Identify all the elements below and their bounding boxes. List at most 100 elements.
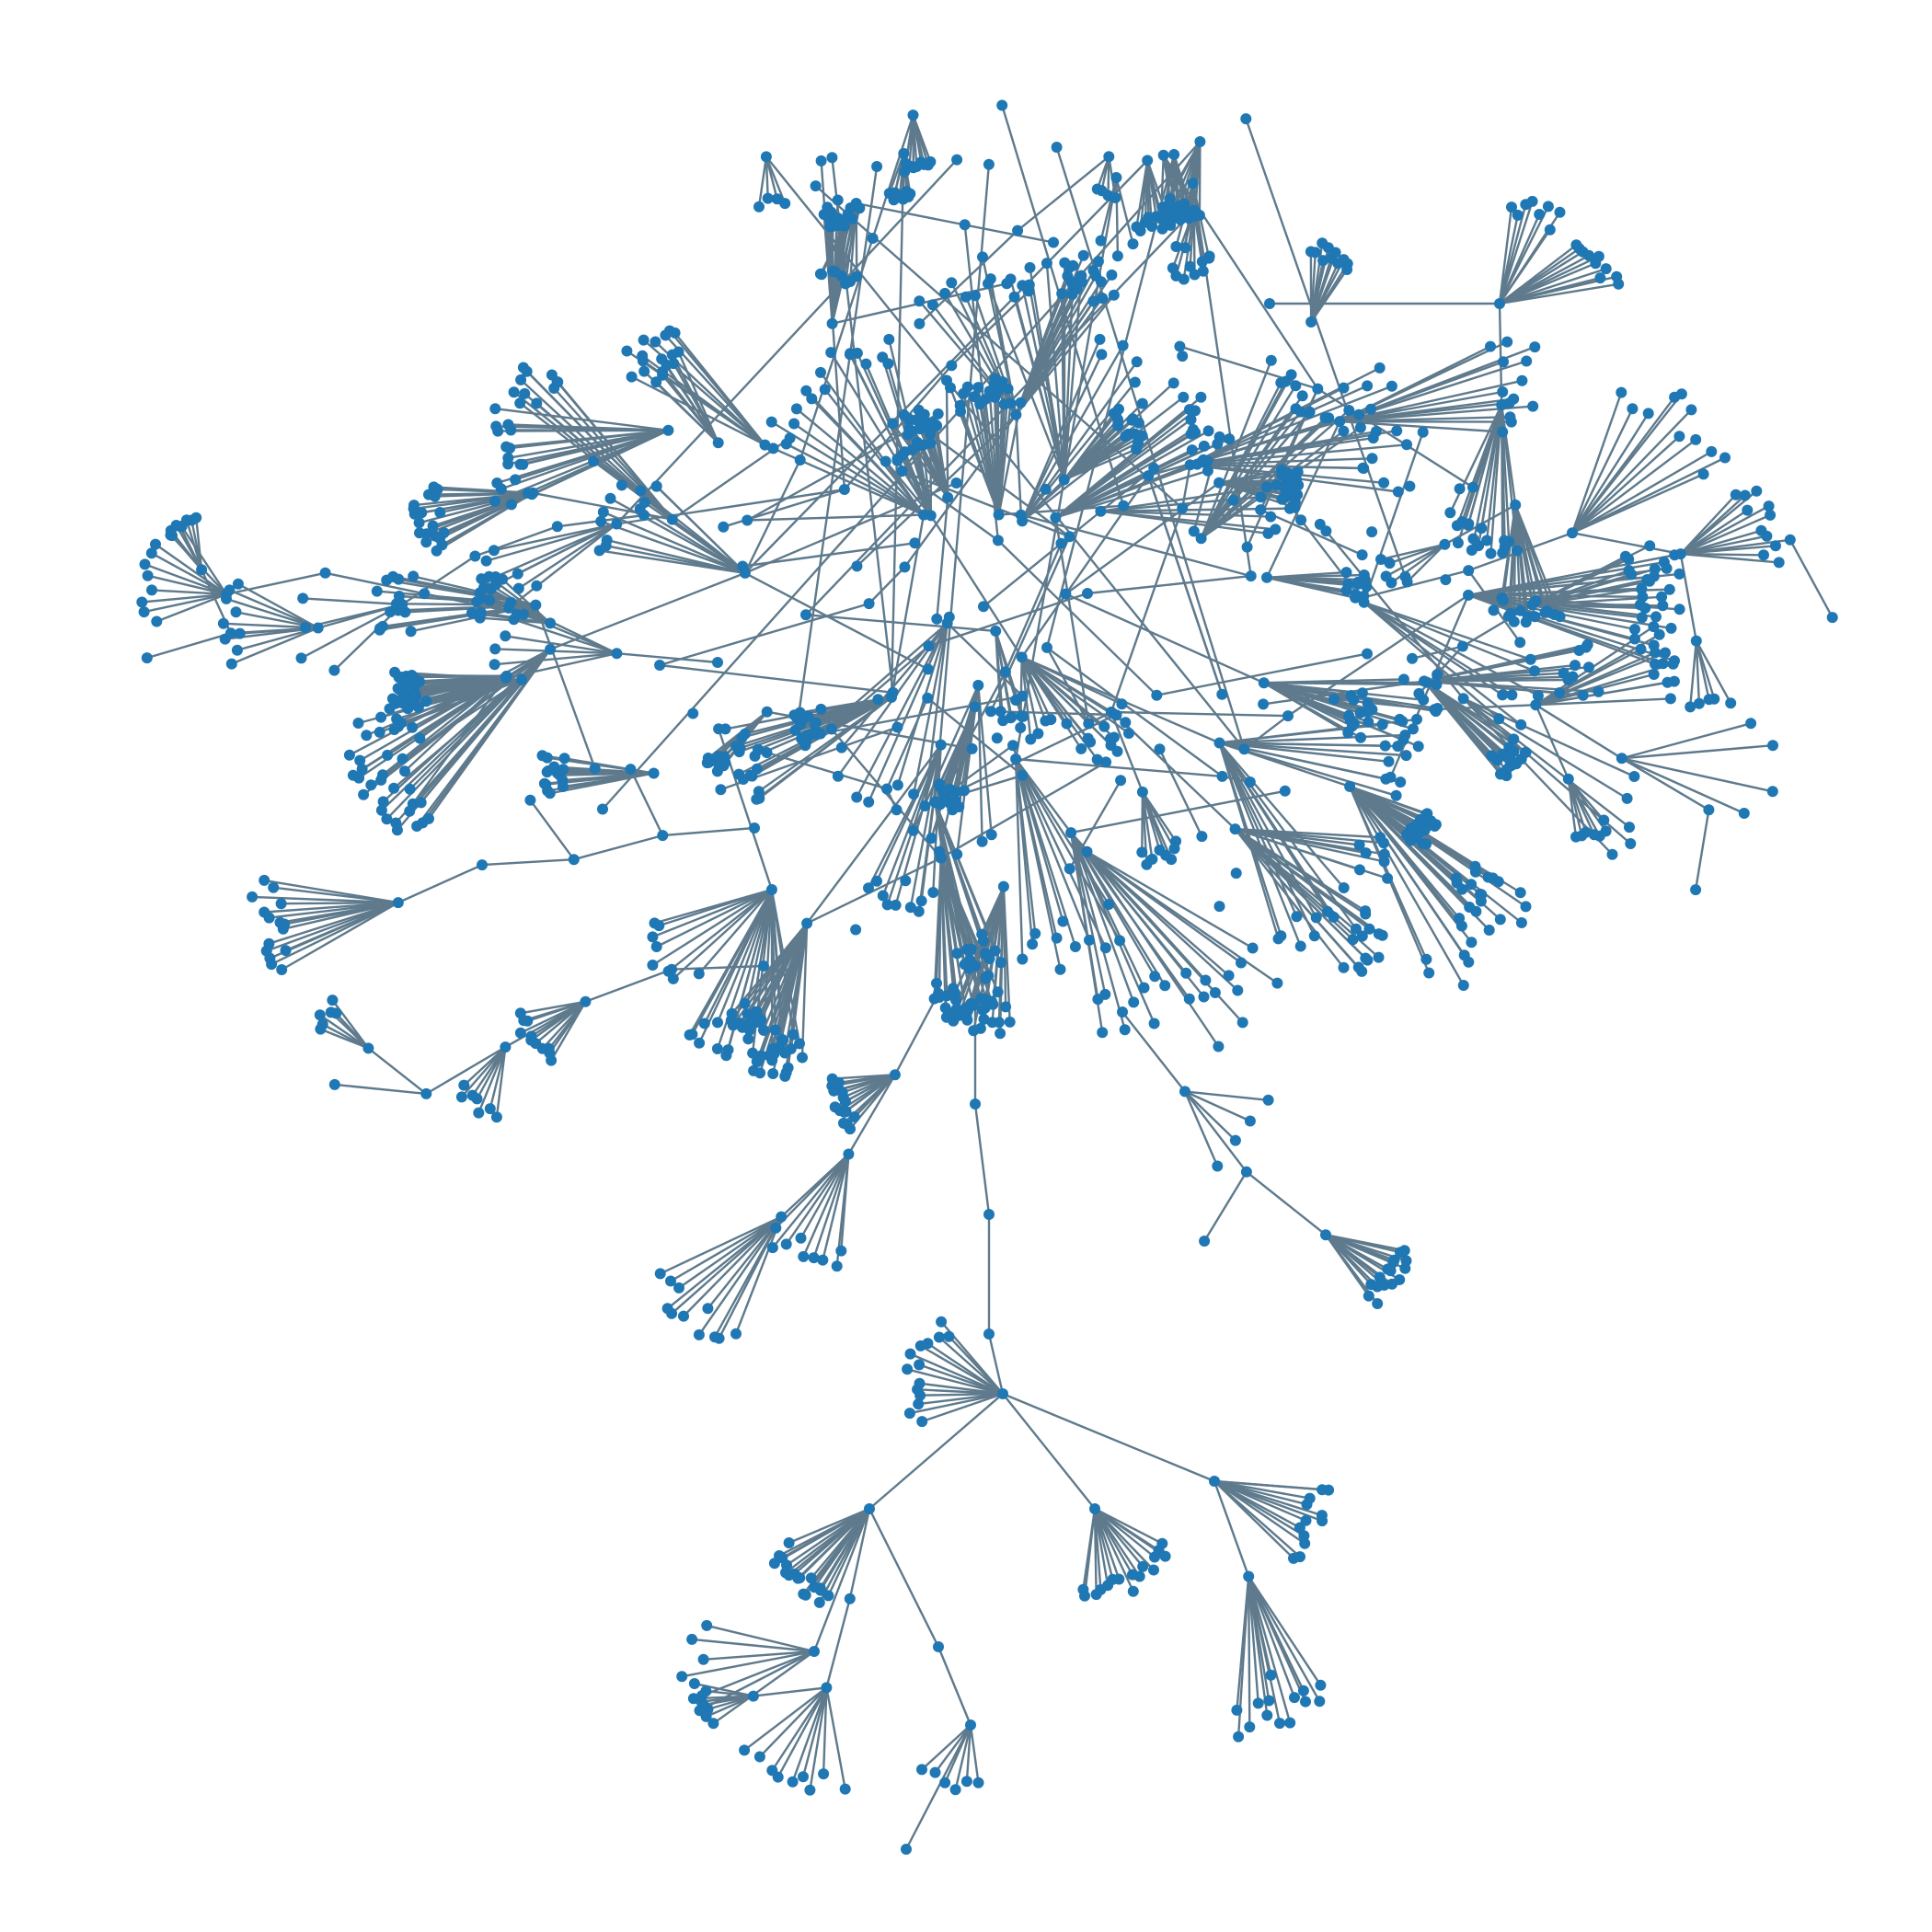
graph-node <box>1195 391 1207 403</box>
graph-node <box>694 1705 706 1717</box>
graph-edge <box>848 1508 871 1599</box>
graph-edge <box>1689 640 1697 707</box>
graph-edge <box>1213 1480 1305 1545</box>
graph-node <box>850 198 862 209</box>
graph-edge <box>1234 828 1380 936</box>
graph-node <box>758 1024 769 1036</box>
graph-node <box>224 584 236 596</box>
graph-node <box>1097 1027 1109 1039</box>
graph-edge <box>1190 457 1373 466</box>
graph-node <box>1244 776 1256 788</box>
graph-node <box>545 617 557 629</box>
graph-node <box>1265 1669 1277 1681</box>
graph-node <box>825 723 837 735</box>
graph-node <box>1761 530 1773 542</box>
graph-node <box>1057 915 1069 927</box>
graph-node <box>1372 1298 1384 1309</box>
graph-edge <box>1094 1508 1156 1558</box>
graph-node <box>930 797 941 809</box>
graph-edge <box>997 539 1158 696</box>
graph-node <box>904 902 916 914</box>
graph-node <box>1444 507 1456 519</box>
graph-node <box>968 1025 980 1037</box>
graph-node <box>1706 445 1718 457</box>
graph-node <box>1025 733 1037 745</box>
graph-edge <box>856 622 949 799</box>
graph-node <box>662 424 674 436</box>
graph-edge <box>832 1074 895 1080</box>
graph-edge <box>1064 448 1137 481</box>
graph-edge <box>1002 1392 1215 1483</box>
graph-edge <box>799 114 914 461</box>
graph-node <box>259 874 270 886</box>
graph-node <box>1751 485 1763 497</box>
graph-edge <box>934 1724 972 1774</box>
graph-edge <box>508 523 618 609</box>
graph-edge <box>934 424 949 498</box>
graph-node <box>688 1678 700 1689</box>
graph-node <box>1138 982 1150 994</box>
graph-edge <box>513 618 617 655</box>
graph-node <box>1464 902 1476 913</box>
graph-node <box>871 875 882 887</box>
graph-node <box>1288 1552 1299 1564</box>
graph-edge <box>506 429 669 448</box>
graph-node <box>687 707 699 719</box>
graph-edge <box>791 1686 828 1783</box>
graph-edge <box>237 582 319 629</box>
graph-node <box>1300 1696 1311 1708</box>
graph-node <box>766 1765 778 1777</box>
graph-node <box>510 474 522 486</box>
graph-node <box>1177 502 1189 514</box>
graph-node <box>637 350 649 362</box>
graph-node <box>1399 1262 1411 1274</box>
graph-edge <box>825 1687 846 1789</box>
graph-node <box>1703 694 1715 706</box>
graph-node <box>297 592 309 604</box>
graph-node <box>1657 600 1669 612</box>
graph-edge <box>1571 393 1683 534</box>
graph-node <box>712 657 723 668</box>
graph-node <box>1015 397 1027 408</box>
graph-node <box>1583 661 1594 673</box>
graph-node <box>1320 1229 1331 1241</box>
graph-node <box>1763 500 1775 512</box>
graph-edge <box>1309 252 1337 323</box>
graph-node <box>1649 563 1661 575</box>
graph-node <box>838 484 850 495</box>
graph-node <box>863 796 875 808</box>
graph-edge <box>1219 733 1406 744</box>
graph-edge <box>1045 154 1176 649</box>
graph-node <box>835 1245 847 1257</box>
graph-node <box>1199 1236 1211 1247</box>
graph-edge <box>1093 1508 1134 1593</box>
graph-node <box>371 585 383 597</box>
graph-node <box>1008 291 1020 303</box>
graph-edge <box>921 1724 972 1771</box>
graph-node <box>1514 637 1526 649</box>
graph-node <box>1133 417 1144 429</box>
graph-node <box>1375 554 1386 565</box>
graph-edge <box>1234 828 1360 969</box>
graph-node <box>1077 249 1089 261</box>
graph-node <box>146 584 157 596</box>
graph-edge <box>1532 604 1646 610</box>
graph-edge <box>1021 361 1138 523</box>
graph-node <box>1770 540 1781 552</box>
graph-node <box>1356 930 1368 942</box>
graph-node <box>989 945 1001 957</box>
graph-node <box>780 438 792 450</box>
graph-node <box>800 609 811 621</box>
graph-edge <box>734 1216 783 1335</box>
graph-node <box>362 1042 374 1054</box>
graph-edge <box>1570 392 1623 534</box>
graph-edge <box>691 889 773 1035</box>
graph-node <box>902 1363 914 1375</box>
graph-node <box>1466 545 1478 556</box>
graph-node <box>604 492 616 504</box>
graph-edge <box>1788 539 1834 618</box>
graph-edge <box>1363 431 1424 604</box>
graph-node <box>1279 785 1291 797</box>
graph-node <box>1094 333 1106 345</box>
graph-edge <box>1087 574 1251 595</box>
